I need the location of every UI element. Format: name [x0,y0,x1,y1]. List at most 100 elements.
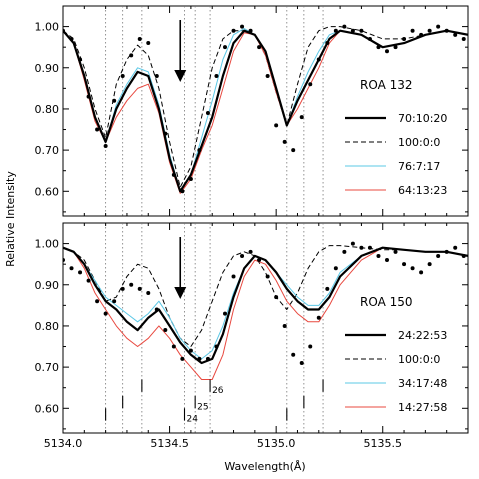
series-layer [63,245,468,380]
data-point [180,189,185,194]
x-tick-label: 5135.0 [257,437,296,450]
legend-label: 70:10:20 [398,112,447,125]
data-point [129,282,134,287]
data-point [257,45,262,50]
data-point [367,36,372,41]
data-point [120,74,125,78]
panel-roa150: 24 25 26 1.00 0.90 0.80 0.70 0.60 5134.0 5134.5… [35,222,469,450]
y-tick-label: 0.80 [35,320,60,333]
down-arrow-icon [174,237,187,299]
axis-ticks [62,223,468,433]
data-point [205,356,210,361]
y-tick-label: 0.90 [35,62,60,75]
line-marker-label: 26 [212,386,224,396]
data-point [223,45,227,50]
data-point [444,249,449,254]
line-marker-label: 24 [187,415,199,425]
vertical-guides [105,6,324,216]
panel-roa132: 1.00 0.90 0.80 0.70 0.60 ROA 132 70:10:20 100… [35,5,469,217]
y-tick-label: 1.00 [35,21,60,34]
data-point [129,53,134,58]
arrow-head [174,287,187,299]
data-point [376,253,381,258]
y-tick-label: 0.70 [35,144,60,157]
data-point [146,291,151,295]
line-marker-label: 25 [197,402,208,412]
data-point [197,356,202,361]
x-axis-label: Wavelength(Å) [224,460,305,473]
y-tick-label: 0.60 [35,402,60,415]
data-point [248,28,253,33]
data-point [333,266,338,271]
observed-points [63,241,466,365]
data-point [393,45,398,50]
data-point [69,36,74,41]
data-point [171,344,176,349]
series-line [63,247,468,380]
data-point [299,115,304,120]
data-point [163,328,168,333]
data-point [103,144,108,148]
y-tick-label: 0.70 [35,361,60,374]
data-point [154,307,159,312]
data-point [146,41,151,46]
data-point [86,278,91,283]
legend: 24:22:53 100:0:0 34:17:48 14:27:58 [345,329,447,414]
data-point [393,249,398,254]
y-tick-label: 0.90 [35,279,60,292]
data-point [308,82,313,87]
data-point [78,57,83,62]
legend-label: 64:13:23 [398,184,447,197]
data-point [436,24,441,29]
data-point [316,57,321,62]
data-point [350,28,355,33]
data-point [402,36,407,41]
series-line [63,245,468,347]
x-tick-labels: 5134.0 5134.5 5135.0 5135.5 [44,437,402,450]
data-point [274,123,279,128]
legend: 70:10:20 100:0:0 76:7:17 64:13:23 [345,112,447,197]
y-tick-labels: 1.00 0.90 0.80 0.70 0.60 [35,21,60,199]
data-point [120,286,125,291]
data-point [367,245,372,250]
data-point [461,253,466,258]
arrow-head [174,70,187,82]
data-point [308,344,313,349]
data-point [350,241,355,246]
data-point [95,127,100,132]
y-axis-label: Relative Intensity [4,171,17,267]
data-point [231,274,236,279]
data-point [257,258,262,263]
data-point [63,28,65,33]
data-point [274,295,279,300]
panel-label: ROA 132 [360,78,413,92]
data-point [333,28,338,33]
data-point [376,45,381,50]
data-point [444,28,449,33]
data-point [325,41,330,46]
data-point [240,253,245,258]
data-point [86,94,91,99]
data-point [291,148,296,153]
data-point [342,24,347,29]
data-point [248,249,253,254]
down-arrow-icon [174,20,187,82]
data-point [419,32,424,37]
data-point [137,286,142,291]
data-point [214,74,219,78]
data-point [385,49,389,54]
data-point [171,172,176,177]
legend-label: 100:0:0 [398,136,440,149]
data-point [154,74,159,78]
data-point [63,258,65,263]
data-point [410,266,415,271]
data-point [223,311,227,316]
data-point [316,315,321,320]
data-point [69,266,74,271]
data-point [265,74,270,78]
legend-label: 24:22:53 [398,329,447,342]
y-tick-labels: 1.00 0.90 0.80 0.70 0.60 [35,238,60,416]
data-point [436,253,441,258]
data-point [214,344,219,349]
